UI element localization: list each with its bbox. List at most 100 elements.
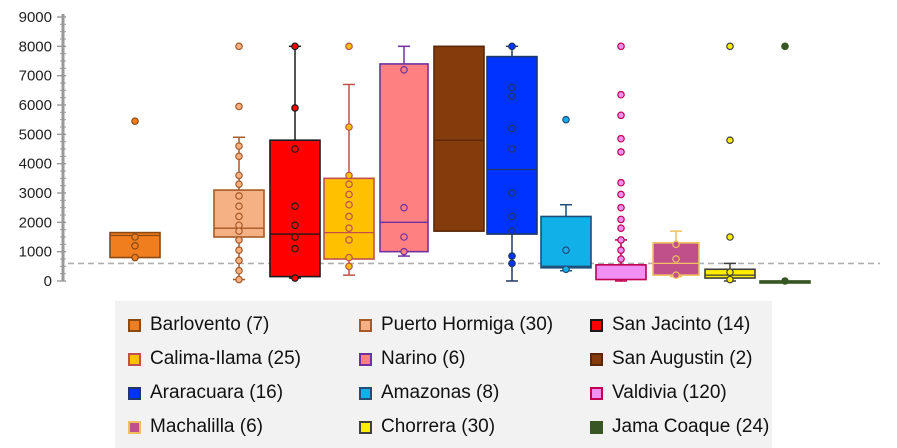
data-point [291,104,299,112]
data-point [508,259,516,268]
data-point [400,66,408,74]
y-tick-label: 1000 [19,244,52,261]
data-point [508,83,516,92]
data-point [345,171,353,180]
legend-swatch [128,318,141,332]
data-point [235,212,243,221]
y-tick-label: 0 [44,273,52,290]
box-group-valdivia [595,42,647,282]
y-tick-label: 9000 [19,9,52,26]
data-point [562,265,570,274]
legend-swatch [590,318,603,332]
data-point [235,171,243,180]
legend: Barlovento (7) Puerto Hormiga (30) San Jac… [115,301,772,448]
data-point [726,42,734,51]
box-group-narino [379,45,429,257]
data-point [617,236,625,244]
data-point [345,262,353,271]
legend-item: Valdivia (120) [590,379,727,407]
box-group-jama-coaque [759,42,811,285]
box-plot-chart: 0 1000 2000 3000 4000 5000 6000 7000 8000 9000 [19,9,880,290]
legend-swatch [128,352,141,366]
data-point [131,253,139,262]
data-point [617,224,625,233]
legend-swatch [590,420,603,434]
data-point [508,252,516,260]
legend-item: Narino (6) [359,345,465,373]
data-point [617,255,625,263]
y-tick-label: 6000 [19,97,52,114]
data-point [345,190,353,199]
data-point [345,236,353,244]
data-point [781,42,789,51]
data-point [291,233,299,241]
y-axis: 0 1000 2000 3000 4000 5000 6000 7000 8000 9000 [19,9,66,290]
data-point [726,275,734,284]
data-point [131,233,139,241]
y-tick-label: 2000 [19,214,52,231]
legend-label: Puerto Hormiga (30) [381,314,554,335]
data-point [508,212,516,221]
data-point [617,111,625,120]
data-point [345,212,353,221]
data-point [235,180,243,189]
data-point [345,42,353,51]
data-point [345,253,353,262]
data-point [235,42,243,51]
box-group-san-jacinto [269,42,321,282]
legend-label: Calima-Ilama (25) [150,348,301,369]
data-point [345,224,353,233]
legend-label: Araracuara (16) [150,382,284,403]
data-point [235,246,243,255]
y-tick-label: 5000 [19,126,52,143]
legend-item: San Jacinto (14) [590,311,750,339]
legend-label: Jama Coaque (24) [612,416,770,437]
y-tick-label: 8000 [19,38,52,55]
box [433,45,485,232]
y-tick-label: 4000 [19,156,52,173]
y-tick-label: 7000 [19,68,52,85]
data-point [617,134,625,143]
legend-swatch [359,318,372,332]
legend-label: Chorrera (30) [381,416,496,437]
legend-swatch [359,352,372,366]
data-point [617,215,625,224]
data-point [508,227,516,235]
legend-swatch [590,386,603,400]
data-point [562,246,570,255]
box-group-araracuara [486,42,538,282]
legend-label: Machalilla (6) [150,416,263,437]
data-point [131,242,139,250]
box-group-puerto-hormiga [213,42,265,284]
box-group-chorrera [704,42,756,284]
data-point [235,236,243,244]
data-point [291,244,299,253]
data-point [617,246,625,255]
data-point [345,180,353,189]
box-group-calima-ilama [323,42,375,276]
data-point [781,277,789,285]
data-point [235,202,243,211]
data-point [617,190,625,199]
legend-label: Barlovento (7) [150,314,270,335]
data-point [617,90,625,99]
legend-item: San Augustin (2) [590,345,752,373]
data-point [235,266,243,275]
data-point [617,42,625,51]
data-point [400,247,408,256]
box [540,215,592,269]
data-point [291,42,299,51]
box-group-amazonas [540,115,592,274]
box [379,63,429,253]
legend-label: San Augustin (2) [612,348,753,369]
data-point [400,203,408,212]
data-point [291,145,299,153]
data-point [508,145,516,153]
legend-item: Calima-Ilama (25) [128,345,301,373]
data-point [672,255,680,263]
data-point [726,136,734,145]
data-point [508,42,516,51]
data-point [131,117,139,125]
legend-item: Puerto Hormiga (30) [359,311,553,339]
data-point [345,200,353,209]
